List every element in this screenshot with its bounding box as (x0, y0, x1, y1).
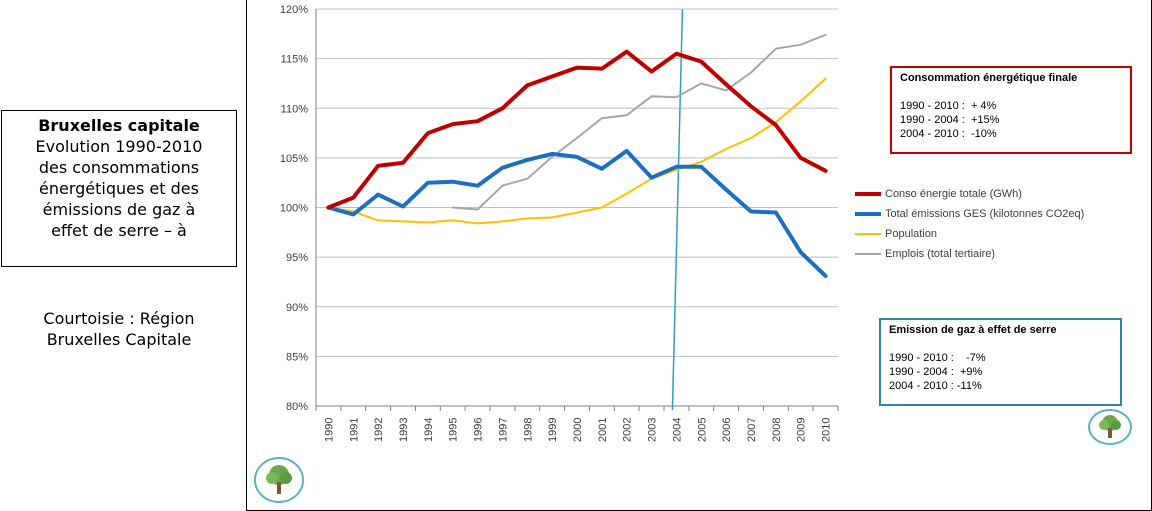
x-tick-label: 2004 (671, 418, 683, 442)
ghg-summary-line: 1990 - 2004 : +9% (889, 366, 983, 378)
legend-label: Total émissions GES (kilotonnes CO2eq) (885, 208, 1085, 220)
credit-line: Bruxelles Capitale (46, 330, 192, 349)
caption-title: Bruxelles capitale (38, 116, 200, 135)
caption-box: Bruxelles capitale Evolution 1990-2010 d… (1, 110, 237, 267)
x-tick-label: 1993 (398, 418, 410, 442)
x-tick-label: 1999 (547, 418, 559, 442)
x-tick-label: 1994 (423, 418, 435, 442)
x-tick-label: 2010 (821, 418, 833, 442)
legend-swatch (855, 212, 881, 216)
y-tick-label: 120% (280, 4, 308, 16)
energy-summary-title: Consommation énergétique finale (900, 72, 1078, 84)
x-tick-label: 1997 (497, 418, 509, 442)
y-tick-label: 100% (280, 203, 308, 215)
x-tick-label: 2000 (572, 418, 584, 442)
legend-item-emplois: Emplois (total tertiaire) (855, 244, 1084, 264)
x-tick-label: 1998 (522, 418, 534, 442)
legend-label: Conso énergie totale (GWh) (885, 188, 1022, 200)
energy-summary-line: 2004 - 2010 : -10% (900, 128, 997, 140)
ghg-summary-line: 1990 - 2010 : -7% (889, 352, 986, 364)
x-tick-label: 1995 (448, 418, 460, 442)
credit-line: Courtoisie : Région (43, 309, 195, 328)
series-line (326, 148, 828, 278)
legend-swatch (855, 233, 881, 235)
energy-summary-box: Consommation énergétique finale 1990 - 2… (890, 66, 1132, 154)
y-tick-label: 90% (286, 302, 308, 314)
y-tick-label: 85% (286, 351, 308, 363)
x-tick-label: 2007 (746, 418, 758, 442)
x-tick-label: 1992 (373, 418, 385, 442)
legend-label: Emplois (total tertiaire) (885, 248, 996, 260)
x-tick-label: 2005 (696, 418, 708, 442)
legend-label: Population (885, 228, 937, 240)
series-line (327, 77, 827, 225)
y-tick-label: 95% (286, 252, 308, 264)
y-tick-label: 105% (280, 153, 308, 165)
x-tick-label: 1990 (323, 418, 335, 442)
legend-item-conso: Conso énergie totale (GWh) (855, 184, 1084, 204)
y-tick-label: 110% (281, 103, 309, 115)
series-line (451, 33, 827, 211)
caption-line: des consommations (38, 158, 200, 177)
x-tick-label: 2003 (647, 418, 659, 442)
ghg-summary-title: Emission de gaz à effet de serre (889, 324, 1057, 336)
tree-logo-icon (254, 457, 304, 503)
reference-line-2004 (671, 8, 684, 411)
legend-swatch (855, 253, 881, 255)
caption-line: Evolution 1990-2010 (35, 137, 203, 156)
x-tick-label: 2008 (771, 418, 783, 442)
ghg-summary-line: 2004 - 2010 : -11% (889, 380, 982, 392)
x-tick-label: 2009 (796, 418, 808, 442)
x-tick-label: 2001 (597, 418, 609, 442)
y-tick-label: 115% (281, 54, 309, 66)
caption-line: effet de serre – à (51, 221, 187, 240)
chart-legend: Conso énergie totale (GWh) Total émissio… (855, 184, 1084, 264)
tree-logo-icon (1088, 409, 1132, 445)
caption-line: émissions de gaz à (42, 200, 196, 219)
legend-item-ges: Total émissions GES (kilotonnes CO2eq) (855, 204, 1084, 224)
energy-summary-line: 1990 - 2004 : +15% (900, 114, 1000, 126)
legend-item-population: Population (855, 224, 1084, 244)
x-tick-label: 1996 (473, 418, 485, 442)
energy-summary-line: 1990 - 2010 : + 4% (900, 100, 997, 112)
x-tick-label: 1991 (348, 418, 360, 442)
ghg-summary-box: Emission de gaz à effet de serre 1990 - … (879, 318, 1122, 406)
series-line (326, 49, 828, 210)
x-tick-label: 2002 (622, 418, 634, 442)
caption-line: énergétiques et des (39, 179, 199, 198)
credit-text: Courtoisie : Région Bruxelles Capitale (0, 308, 238, 350)
y-tick-label: 80% (286, 401, 308, 413)
legend-swatch (855, 192, 881, 196)
x-tick-label: 2006 (721, 418, 733, 442)
